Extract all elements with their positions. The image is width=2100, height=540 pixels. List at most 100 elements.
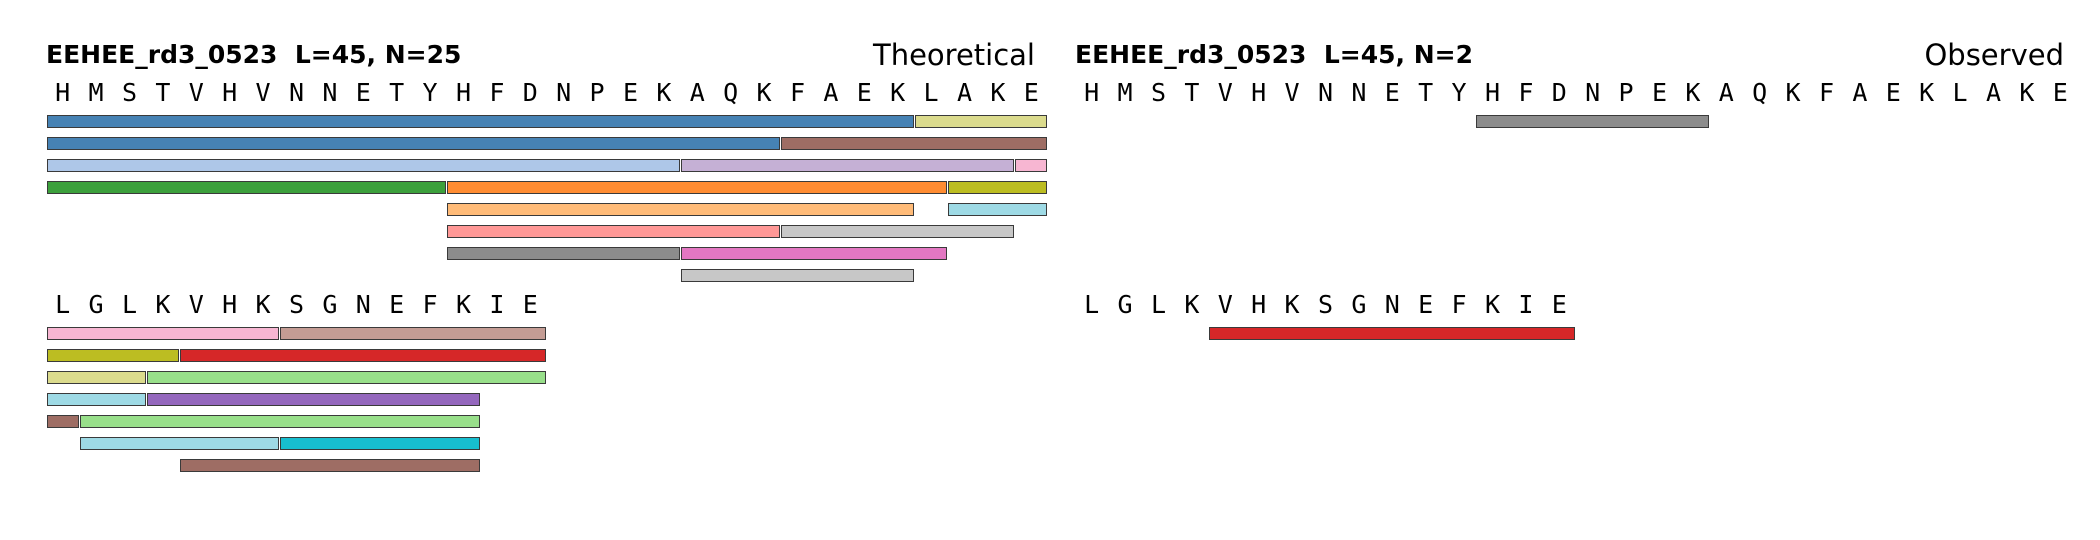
residue-letter: H bbox=[55, 78, 71, 107]
residue-letter: K bbox=[1919, 78, 1935, 107]
residue-letter: I bbox=[489, 290, 505, 319]
residue-letter: E bbox=[2052, 78, 2068, 107]
panel-title: EEHEE_rd3_0523 L=45, N=25 bbox=[46, 40, 462, 69]
residue-letter: A bbox=[1985, 78, 2002, 107]
residue-letter: A bbox=[823, 78, 839, 107]
residue-letter: N bbox=[1317, 78, 1334, 107]
fragment-bar bbox=[79, 415, 480, 428]
residue-letter: L bbox=[1952, 78, 1968, 107]
fragment-bar bbox=[79, 437, 280, 450]
residue-letter: T bbox=[155, 78, 171, 107]
residue-letter: E bbox=[1885, 78, 1901, 107]
fragment-bar bbox=[46, 349, 180, 362]
fragment-bar bbox=[280, 437, 480, 450]
residue-letter: K bbox=[756, 78, 772, 107]
residue-letter: L bbox=[1150, 290, 1167, 319]
residue-letter: E bbox=[355, 78, 371, 107]
residue-letter: H bbox=[455, 78, 472, 107]
residue-letter: L bbox=[121, 290, 138, 319]
residue-letter: A bbox=[689, 78, 705, 107]
residue-letter: N bbox=[1585, 78, 1601, 107]
panel-mode-label: Theoretical bbox=[872, 38, 1035, 72]
fragment-bar bbox=[146, 371, 547, 384]
fragment-bar bbox=[447, 181, 948, 194]
residue-letter: F bbox=[489, 78, 505, 107]
residue-letter: N bbox=[556, 78, 572, 107]
residue-letter: L bbox=[923, 78, 939, 107]
residue-letter: E bbox=[1418, 290, 1434, 319]
residue-letter: F bbox=[1818, 78, 1835, 107]
residue-letter: E bbox=[1023, 78, 1039, 107]
residue-letter: Q bbox=[723, 78, 739, 107]
residue-letter: V bbox=[188, 78, 204, 107]
residue-letter: S bbox=[121, 78, 138, 107]
residue-letter: S bbox=[1317, 290, 1334, 319]
residue-letter: K bbox=[1785, 78, 1801, 107]
residue-letter: K bbox=[2019, 78, 2035, 107]
residue-letter: E bbox=[1651, 78, 1668, 107]
residue-letter: S bbox=[288, 290, 305, 319]
residue-letter: E bbox=[856, 78, 872, 107]
residue-letter: K bbox=[155, 290, 171, 319]
residue-letter: K bbox=[990, 78, 1006, 107]
residue-letter: A bbox=[1852, 78, 1868, 107]
fragment-bar bbox=[681, 159, 1015, 172]
fragment-bar bbox=[46, 159, 681, 172]
residue-letter: Q bbox=[1752, 78, 1768, 107]
residue-letter: L bbox=[1084, 290, 1100, 319]
fragment-bar bbox=[46, 415, 79, 428]
fragment-bar bbox=[948, 181, 1048, 194]
residue-letter: Y bbox=[1451, 78, 1467, 107]
residue-letter: V bbox=[188, 290, 204, 319]
residue-letter: K bbox=[890, 78, 906, 107]
residue-letter: T bbox=[1184, 78, 1200, 107]
fragment-bar bbox=[46, 327, 280, 340]
residue-letter: Y bbox=[422, 78, 438, 107]
residue-letter: V bbox=[1217, 78, 1233, 107]
fragment-bar bbox=[781, 137, 1048, 150]
residue-letter: N bbox=[288, 78, 305, 107]
residue-letter: K bbox=[1484, 290, 1501, 319]
residue-letter: G bbox=[1117, 290, 1133, 319]
fragment-bar bbox=[681, 247, 948, 260]
fragment-bar bbox=[914, 115, 1048, 128]
residue-letter: A bbox=[956, 78, 973, 107]
residue-letter: E bbox=[1551, 290, 1567, 319]
residue-letter: V bbox=[1284, 78, 1300, 107]
residue-letter: G bbox=[88, 290, 104, 319]
fragment-bar bbox=[681, 269, 914, 282]
residue-letter: F bbox=[1518, 78, 1534, 107]
residue-letter: N bbox=[1351, 78, 1367, 107]
residue-letter: N bbox=[355, 290, 371, 319]
fragment-bar bbox=[46, 371, 146, 384]
fragment-bar bbox=[280, 327, 547, 340]
fragment-bar bbox=[180, 459, 480, 472]
residue-letter: H bbox=[1084, 78, 1100, 107]
fragment-bar bbox=[46, 181, 447, 194]
residue-letter: E bbox=[389, 290, 405, 319]
residue-letter: D bbox=[1551, 78, 1567, 107]
residue-letter: L bbox=[55, 290, 71, 319]
residue-letter: G bbox=[1351, 290, 1367, 319]
fragment-bar bbox=[146, 393, 480, 406]
fragment-bar bbox=[447, 225, 781, 238]
panel-title: EEHEE_rd3_0523 L=45, N=2 bbox=[1075, 40, 1473, 69]
residue-letter: K bbox=[1184, 290, 1200, 319]
residue-letter: N bbox=[1384, 290, 1400, 319]
residue-letter: K bbox=[1284, 290, 1300, 319]
residue-letter: N bbox=[322, 78, 338, 107]
residue-letter: S bbox=[1150, 78, 1167, 107]
residue-letter: F bbox=[422, 290, 438, 319]
residue-letter: H bbox=[1484, 78, 1501, 107]
panel-mode-label: Observed bbox=[1924, 38, 2064, 72]
fragment-bar bbox=[948, 203, 1048, 216]
residue-letter: F bbox=[1451, 290, 1467, 319]
fragment-bar bbox=[46, 393, 146, 406]
fragment-bar bbox=[447, 247, 681, 260]
residue-letter: H bbox=[222, 78, 238, 107]
fragment-bar bbox=[46, 137, 781, 150]
residue-letter: V bbox=[255, 78, 271, 107]
residue-letter: K bbox=[656, 78, 672, 107]
